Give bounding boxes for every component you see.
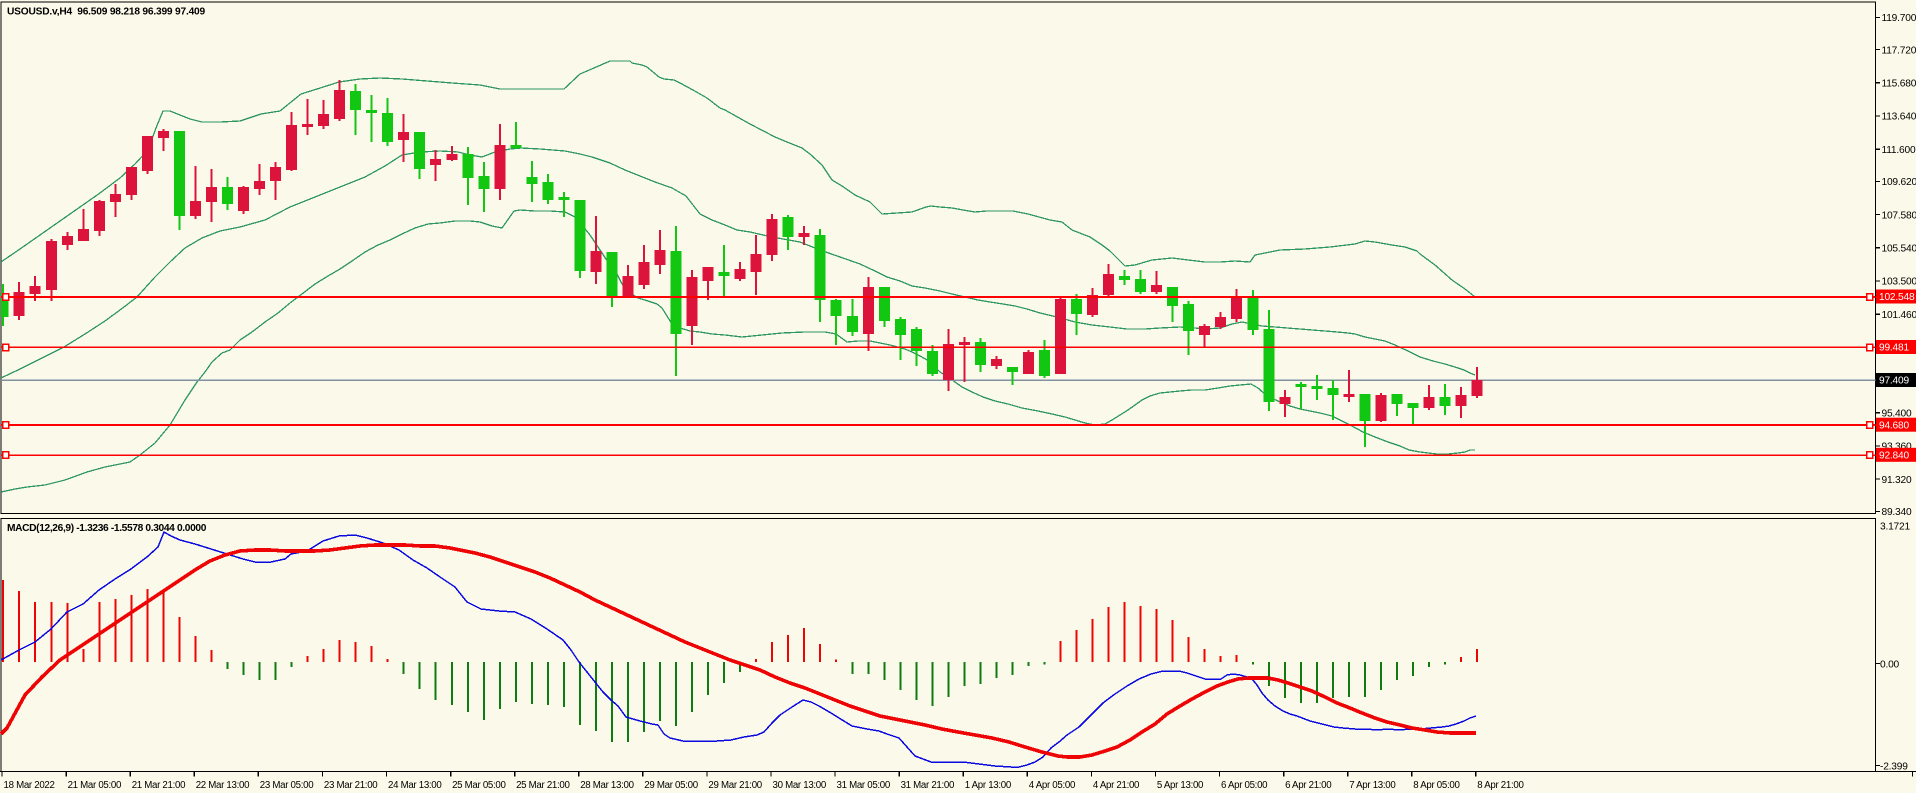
svg-text:21 Mar 21:00: 21 Mar 21:00 [132,780,186,791]
svg-text:-2.399: -2.399 [1880,761,1908,772]
svg-text:6 Apr 05:00: 6 Apr 05:00 [1221,780,1268,791]
svg-text:23 Mar 21:00: 23 Mar 21:00 [324,780,378,791]
svg-text:117.720: 117.720 [1882,45,1916,56]
svg-text:99.481: 99.481 [1879,343,1909,354]
svg-text:29 Mar 21:00: 29 Mar 21:00 [708,780,762,791]
svg-text:109.620: 109.620 [1882,177,1916,188]
svg-text:18 Mar 2022: 18 Mar 2022 [4,780,55,791]
svg-text:22 Mar 13:00: 22 Mar 13:00 [196,780,250,791]
svg-text:USOUSD.v,H4 96.509 98.218 96.: USOUSD.v,H4 96.509 98.218 96.399 97.409 [7,7,206,18]
svg-text:8 Apr 05:00: 8 Apr 05:00 [1413,780,1460,791]
svg-text:MACD(12,26,9) -1.3236 -1.5578: MACD(12,26,9) -1.3236 -1.5578 0.3044 0.0… [7,523,207,534]
svg-text:93.360: 93.360 [1882,442,1912,453]
svg-text:24 Mar 13:00: 24 Mar 13:00 [388,780,442,791]
svg-text:25 Mar 21:00: 25 Mar 21:00 [516,780,570,791]
svg-text:105.540: 105.540 [1882,244,1916,255]
svg-text:3.1721: 3.1721 [1880,521,1910,532]
svg-text:4 Apr 21:00: 4 Apr 21:00 [1093,780,1140,791]
svg-text:6 Apr 21:00: 6 Apr 21:00 [1285,780,1332,791]
svg-text:29 Mar 05:00: 29 Mar 05:00 [644,780,698,791]
svg-text:97.409: 97.409 [1879,376,1909,387]
svg-text:91.320: 91.320 [1882,475,1912,486]
svg-text:113.640: 113.640 [1882,112,1916,123]
svg-text:103.500: 103.500 [1882,277,1916,288]
svg-text:89.340: 89.340 [1882,507,1912,518]
svg-text:102.548: 102.548 [1879,292,1915,303]
svg-text:8 Apr 21:00: 8 Apr 21:00 [1477,780,1524,791]
svg-text:119.700: 119.700 [1882,13,1916,24]
svg-text:94.680: 94.680 [1879,420,1909,431]
svg-text:28 Mar 13:00: 28 Mar 13:00 [580,780,634,791]
svg-text:7 Apr 13:00: 7 Apr 13:00 [1349,780,1396,791]
svg-text:95.400: 95.400 [1882,409,1912,420]
svg-text:115.680: 115.680 [1882,79,1916,90]
svg-text:1 Apr 13:00: 1 Apr 13:00 [965,780,1012,791]
svg-text:0.00: 0.00 [1880,659,1900,670]
svg-text:23 Mar 05:00: 23 Mar 05:00 [260,780,314,791]
svg-text:107.580: 107.580 [1882,210,1916,221]
svg-text:4 Apr 05:00: 4 Apr 05:00 [1029,780,1076,791]
svg-text:101.460: 101.460 [1882,310,1916,321]
svg-text:30 Mar 13:00: 30 Mar 13:00 [773,780,827,791]
svg-text:31 Mar 21:00: 31 Mar 21:00 [901,780,955,791]
svg-text:31 Mar 05:00: 31 Mar 05:00 [837,780,891,791]
svg-text:111.600: 111.600 [1882,145,1916,156]
svg-text:5 Apr 13:00: 5 Apr 13:00 [1157,780,1204,791]
svg-text:25 Mar 05:00: 25 Mar 05:00 [452,780,506,791]
svg-text:21 Mar 05:00: 21 Mar 05:00 [68,780,122,791]
svg-text:92.840: 92.840 [1879,451,1909,462]
